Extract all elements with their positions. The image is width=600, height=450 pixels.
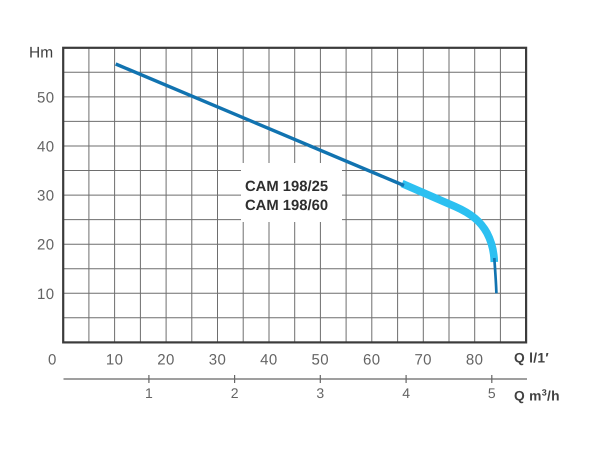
svg-text:CAM 198/60: CAM 198/60 (245, 198, 328, 214)
svg-text:2: 2 (231, 385, 239, 401)
svg-text:3: 3 (316, 385, 324, 401)
svg-text:Hm: Hm (29, 45, 53, 62)
svg-text:5: 5 (488, 385, 496, 401)
svg-text:40: 40 (260, 352, 278, 369)
svg-text:80: 80 (466, 352, 484, 369)
svg-text:20: 20 (157, 352, 175, 369)
svg-text:50: 50 (312, 352, 330, 369)
svg-text:CAM 198/25: CAM 198/25 (245, 179, 328, 195)
svg-text:10: 10 (106, 352, 124, 369)
svg-text:50: 50 (37, 89, 55, 106)
svg-text:1: 1 (145, 385, 153, 401)
svg-text:30: 30 (209, 352, 227, 369)
svg-text:60: 60 (363, 352, 381, 369)
svg-text:Q m3/h: Q m3/h (514, 388, 560, 404)
svg-text:40: 40 (37, 139, 55, 156)
svg-text:10: 10 (37, 286, 55, 303)
svg-text:70: 70 (414, 352, 432, 369)
svg-text:30: 30 (37, 188, 55, 205)
svg-text:0: 0 (48, 352, 57, 369)
svg-text:20: 20 (37, 237, 55, 254)
svg-text:4: 4 (402, 385, 410, 401)
svg-text:Q l/1′: Q l/1′ (514, 351, 549, 366)
